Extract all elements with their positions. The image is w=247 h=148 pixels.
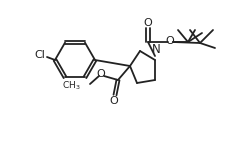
Text: CH$_3$: CH$_3$ — [62, 80, 81, 92]
Text: O: O — [144, 18, 152, 28]
Text: Cl: Cl — [35, 50, 45, 60]
Text: O: O — [110, 96, 118, 106]
Text: O: O — [166, 36, 174, 46]
Text: N: N — [152, 43, 160, 56]
Text: O: O — [97, 69, 105, 79]
